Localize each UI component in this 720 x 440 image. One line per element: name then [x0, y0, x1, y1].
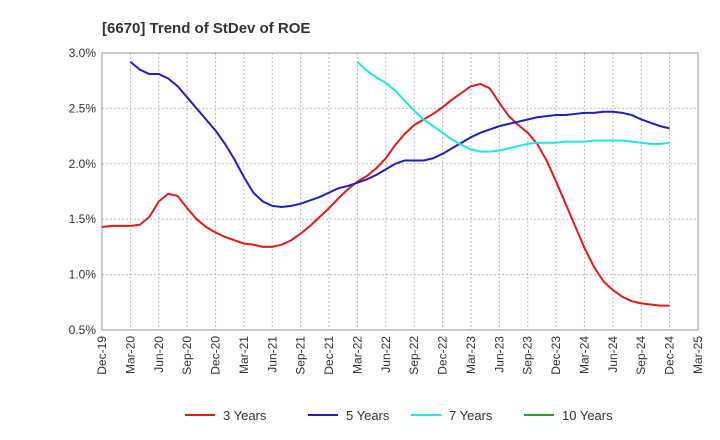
y-tick-label: 3.0%	[69, 46, 97, 60]
x-tick-label: Dec-21	[322, 336, 336, 375]
x-tick-label: Sep-22	[407, 336, 421, 375]
x-tick-label: Dec-19	[95, 336, 109, 375]
x-tick-label: Dec-20	[209, 336, 223, 375]
x-axis: Dec-19 Mar-20 Jun-20 Sep-20 Dec-20 Mar-21 Jun-…	[95, 336, 705, 375]
x-tick-label: Dec-22	[436, 336, 450, 375]
legend-label: 5 Years	[346, 408, 390, 423]
x-tick-label: Sep-20	[180, 336, 194, 375]
series-lines	[101, 61, 670, 307]
y-tick-label: 2.5%	[69, 101, 97, 115]
x-tick-label: Sep-21	[294, 336, 308, 375]
x-tick-label: Mar-20	[123, 336, 137, 374]
chart-title: [6670] Trend of StDev of ROE	[102, 20, 310, 37]
series-line-5-years	[129, 61, 670, 209]
x-tick-label: Sep-24	[634, 336, 648, 375]
legend: 3 Years 5 Years 7 Years 10 Years	[185, 408, 613, 423]
x-tick-label: Mar-21	[237, 336, 251, 374]
y-tick-label: 0.5%	[69, 323, 97, 337]
series-line-3-years	[101, 83, 670, 307]
x-tick-label: Mar-25	[691, 336, 705, 374]
legend-label: 3 Years	[223, 408, 267, 423]
y-axis: 0.5% 1.0% 1.5% 2.0% 2.5% 3.0%	[69, 46, 97, 337]
y-tick-label: 1.5%	[69, 212, 97, 226]
x-tick-label: Jun-22	[379, 336, 393, 373]
x-tick-label: Mar-23	[464, 336, 478, 374]
x-tick-label: Jun-24	[606, 336, 620, 373]
x-tick-label: Jun-21	[265, 336, 279, 373]
y-tick-label: 1.0%	[69, 268, 97, 282]
x-tick-label: Dec-24	[663, 336, 677, 375]
x-tick-label: Jun-20	[152, 336, 166, 373]
x-tick-label: Jun-23	[492, 336, 506, 373]
plot-area	[101, 52, 699, 331]
x-tick-label: Mar-24	[577, 336, 591, 374]
x-tick-label: Dec-23	[549, 336, 563, 375]
legend-label: 7 Years	[449, 408, 493, 423]
y-tick-label: 2.0%	[69, 157, 97, 171]
x-tick-label: Sep-23	[521, 336, 535, 375]
x-tick-label: Mar-22	[350, 336, 364, 374]
series-line-7-years	[356, 61, 670, 153]
legend-label: 10 Years	[562, 408, 613, 423]
